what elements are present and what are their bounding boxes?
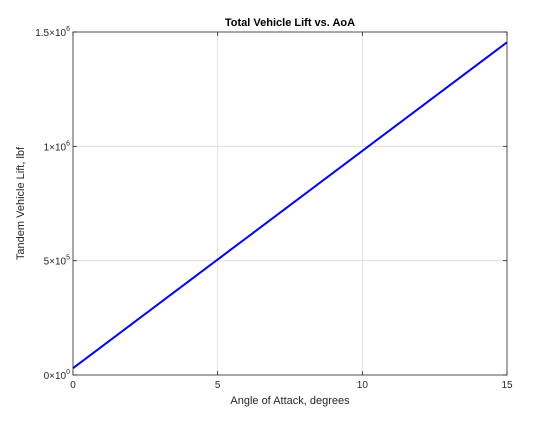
x-tick-label: 0 [70, 380, 76, 391]
plot-area-border [72, 31, 508, 376]
y-tick-exponent: 0 [66, 369, 70, 376]
plot-area-background [73, 32, 507, 375]
x-axis-label: Angle of Attack, degrees [230, 395, 350, 407]
chart-title: Total Vehicle Lift vs. AoA [225, 17, 355, 29]
y-tick-label: 1×106 [44, 140, 71, 153]
y-tick-mantissa: 5 [44, 257, 50, 268]
series-line [72, 41, 508, 369]
series-layer [72, 41, 508, 369]
y-tick-times: ×10 [49, 142, 66, 153]
y-tick-times: ×10 [49, 371, 66, 382]
y-tick-mantissa: 1 [44, 142, 50, 153]
y-tick-label: 1.5×106 [35, 26, 70, 39]
y-tick-exponent: 6 [66, 26, 70, 33]
y-tick-label: 5×105 [44, 255, 71, 268]
y-tick-mantissa: 0 [44, 371, 50, 382]
y-tick-label: 0×100 [44, 369, 71, 382]
y-tick-mantissa: 1.5 [35, 28, 49, 39]
x-tick-labels: 0 5 10 15 [70, 380, 513, 391]
x-tick-label: 5 [215, 380, 221, 391]
grid-lines [73, 32, 507, 375]
x-tick-label: 10 [357, 380, 369, 391]
y-tick-exponent: 6 [66, 140, 70, 147]
y-tick-exponent: 5 [66, 255, 70, 262]
y-tick-times: ×10 [49, 257, 66, 268]
tick-marks [72, 31, 508, 376]
y-axis-label: Tandem Vehicle Lift, lbf [15, 146, 27, 260]
x-tick-label: 15 [501, 380, 513, 391]
y-tick-times: ×10 [49, 28, 66, 39]
